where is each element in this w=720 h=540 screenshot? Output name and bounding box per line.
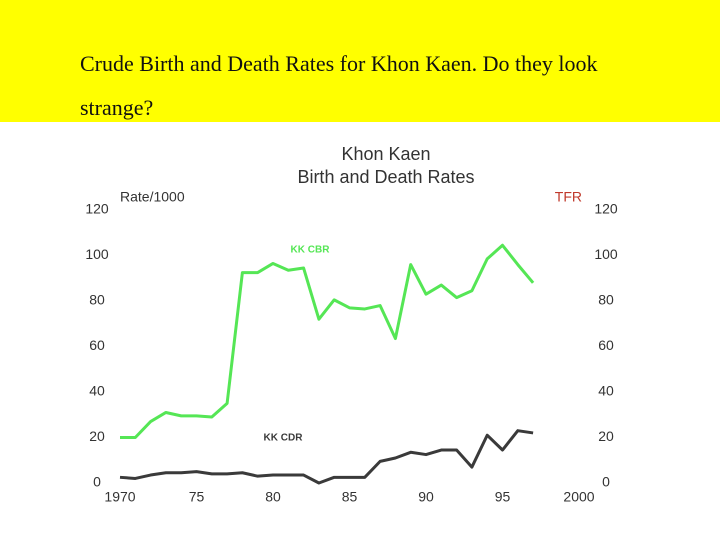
x-tick-label: 85 (342, 489, 358, 505)
y2-axis-label: TFR (555, 189, 582, 205)
series-label: KK CDR (264, 433, 304, 444)
x-tick-label: 95 (495, 489, 511, 505)
chart-subtitle: Birth and Death Rates (297, 167, 474, 187)
y-tick-label: 80 (89, 292, 105, 308)
y2-tick-label: 120 (594, 201, 618, 217)
y-tick-label: 60 (89, 337, 105, 353)
y2-tick-label: 40 (598, 383, 614, 399)
x-tick-label: 75 (189, 489, 205, 505)
series-label: KK CBR (291, 245, 331, 256)
y-tick-label: 100 (85, 246, 109, 262)
y-tick-label: 40 (89, 383, 105, 399)
y-axis-label: Rate/1000 (120, 189, 185, 205)
y-tick-label: 120 (85, 201, 109, 217)
x-tick-label: 1970 (104, 489, 135, 505)
y-tick-label: 20 (89, 428, 105, 444)
y2-tick-label: 80 (598, 292, 614, 308)
series-line (120, 243, 535, 439)
y-tick-label: 0 (93, 474, 101, 490)
x-tick-label: 2000 (563, 489, 594, 505)
y2-tick-label: 0 (602, 474, 610, 490)
chart-title: Khon Kaen (341, 144, 430, 164)
slide-title: Crude Birth and Death Rates for Khon Kae… (80, 51, 598, 120)
series-line (119, 429, 534, 485)
y2-tick-label: 60 (598, 337, 614, 353)
title-band (0, 0, 720, 122)
y2-tick-label: 100 (594, 246, 618, 262)
x-tick-label: 80 (265, 489, 281, 505)
y2-tick-label: 20 (598, 428, 614, 444)
x-tick-label: 90 (418, 489, 434, 505)
